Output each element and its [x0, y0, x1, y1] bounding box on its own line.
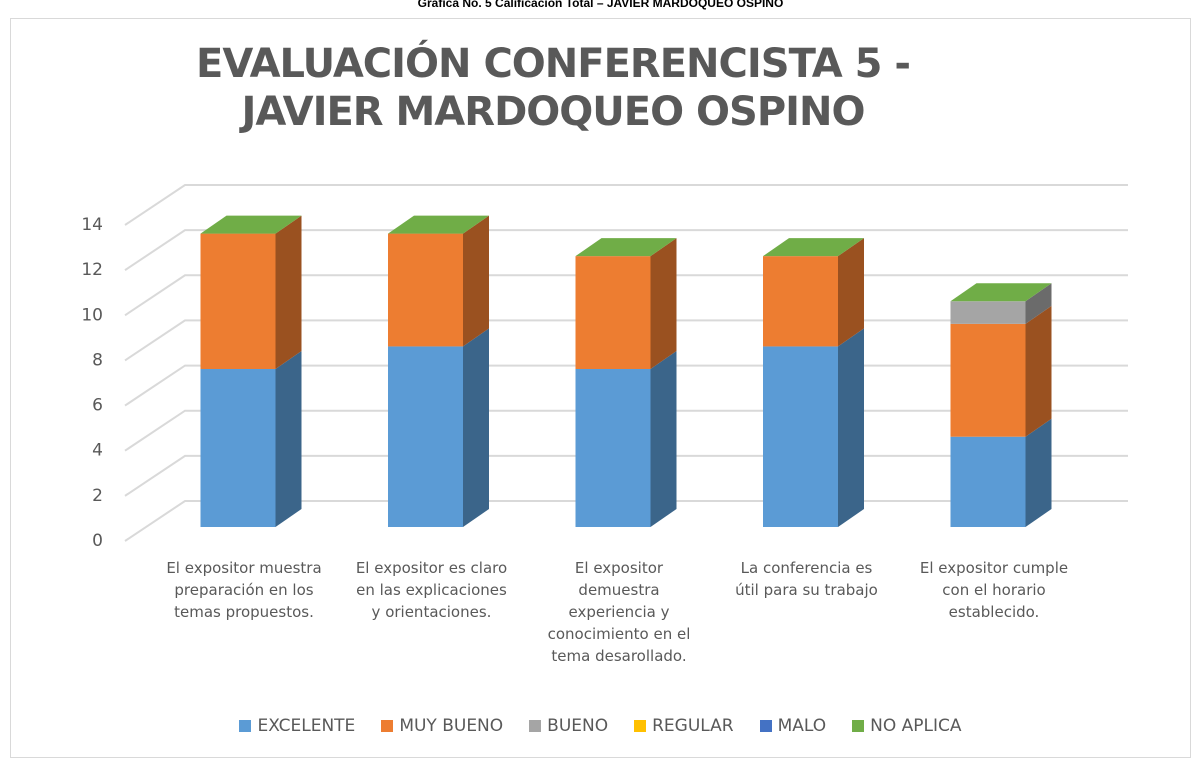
bar-side	[275, 351, 302, 527]
y-tick-label: 8	[92, 350, 103, 370]
bar-side	[838, 328, 864, 527]
y-tick-label: 10	[81, 305, 103, 325]
legend-item: MUY BUENO	[381, 716, 503, 736]
bar-segment	[950, 301, 1026, 324]
legend-label: REGULAR	[652, 716, 734, 736]
chart-title: EVALUACIÓN CONFERENCISTA 5 - JAVIER MARD…	[196, 41, 911, 135]
y-tick-label: 12	[81, 260, 103, 280]
bar-segment	[200, 369, 276, 527]
bar-side	[838, 238, 864, 347]
legend-item: REGULAR	[634, 716, 734, 736]
grid-line	[124, 184, 1128, 226]
legend-swatch	[634, 720, 647, 732]
bar-segment	[388, 346, 463, 527]
bar-top	[388, 215, 489, 234]
legend-swatch	[239, 720, 252, 732]
y-tick-label: 14	[81, 215, 103, 235]
legend-item: EXCELENTE	[239, 716, 355, 736]
bar-side	[650, 351, 677, 527]
x-tick-label: El expositor demuestra experiencia y con…	[547, 559, 691, 665]
bar-segment	[200, 233, 276, 369]
legend-label: MUY BUENO	[399, 716, 504, 736]
bar-segment	[950, 436, 1026, 527]
bar-side	[463, 215, 489, 347]
x-tick-label: El expositor es claro en las explicacion…	[355, 559, 508, 621]
bar-segment	[763, 256, 838, 347]
bar-side	[1025, 283, 1052, 324]
legend-swatch	[759, 720, 772, 732]
bar-segment	[950, 323, 1026, 437]
y-tick-label: 2	[92, 486, 103, 506]
legend: EXCELENTE MUY BUENO BUENO REGULAR MALO NO APL…	[0, 716, 1201, 736]
bar-side	[1025, 305, 1052, 437]
legend-label: NO APLICA	[870, 716, 962, 736]
y-tick-label: 4	[92, 441, 103, 461]
legend-label: EXCELENTE	[257, 716, 356, 736]
bar-top	[763, 238, 864, 257]
legend-item: MALO	[759, 716, 827, 736]
bar-segment	[575, 369, 651, 527]
x-tick-label: El expositor muestra preparación en los …	[166, 559, 322, 621]
chart-frame	[10, 18, 1191, 758]
grid-line	[124, 229, 1128, 271]
legend-label: BUENO	[547, 716, 609, 736]
bar-top	[200, 215, 302, 234]
bar-segment	[388, 233, 463, 347]
legend-swatch	[381, 720, 394, 732]
bar-top	[950, 283, 1052, 302]
legend-item: BUENO	[529, 716, 608, 736]
bar-side	[650, 238, 677, 369]
y-tick-label: 0	[92, 531, 103, 551]
bar-top	[575, 238, 677, 257]
bar-segment	[575, 256, 651, 369]
legend-label: MALO	[777, 716, 827, 736]
legend-item: NO APLICA	[852, 716, 962, 736]
legend-swatch	[852, 720, 865, 732]
x-tick-label: La conferencia es útil para su trabajo	[735, 559, 878, 599]
x-tick-label: El expositor cumple con el horario estab…	[919, 559, 1069, 621]
legend-swatch	[529, 720, 542, 732]
caption: Gráfica No. 5 Calificación Total – JAVIE…	[417, 0, 784, 10]
bar-side	[463, 328, 489, 527]
bar-segment	[763, 346, 838, 527]
bar-side	[275, 215, 302, 369]
y-tick-label: 6	[92, 396, 103, 416]
bar-side	[1025, 418, 1052, 527]
